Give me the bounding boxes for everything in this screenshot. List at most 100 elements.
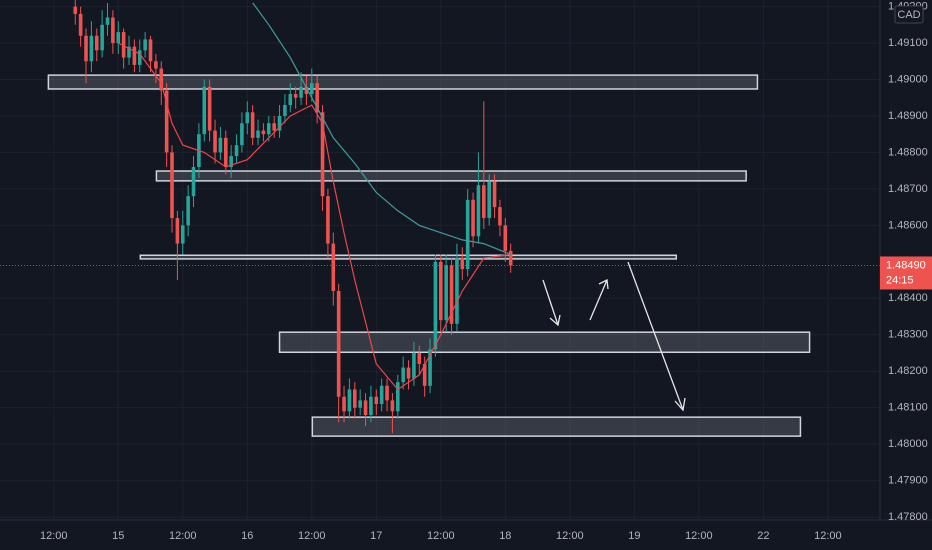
candle-body: [428, 349, 432, 386]
plot: [0, 0, 880, 434]
y-tick-label: 1.48900: [888, 110, 928, 122]
arrows: [542, 261, 686, 412]
y-tick-label: 1.48300: [888, 329, 928, 341]
candle-body: [137, 50, 142, 65]
time-axis: [0, 520, 932, 550]
arrow: [627, 261, 684, 411]
x-tick-label: 15: [112, 530, 124, 542]
candle-body: [78, 13, 83, 36]
candle-body: [73, 6, 78, 14]
x-tick-label: 18: [499, 530, 511, 542]
y-tick-label: 1.48100: [888, 402, 928, 414]
candle-body: [121, 32, 126, 58]
y-tick-label: 1.49100: [888, 37, 928, 49]
candle-body: [433, 261, 438, 350]
x-tick-label: 12:00: [814, 530, 842, 542]
y-tick-label: 1.48800: [888, 146, 928, 158]
candle-body: [223, 137, 228, 168]
y-tick-label: 1.49000: [888, 73, 928, 85]
price-zone: [139, 254, 678, 260]
x-tick-label: 19: [628, 530, 640, 542]
candle-body: [272, 123, 276, 131]
candle-body: [476, 185, 481, 237]
candle-body: [207, 86, 212, 131]
price-zone: [311, 416, 802, 437]
candle-body: [498, 207, 502, 226]
candle-body: [266, 123, 271, 135]
candle-body: [288, 94, 293, 106]
y-tick-label: 1.48400: [888, 292, 928, 304]
candle-body: [170, 152, 174, 219]
candle-body: [396, 382, 400, 412]
candle-body: [277, 115, 282, 131]
moving-average: [118, 42, 511, 391]
price-zone: [278, 331, 811, 354]
last-price-label: 1.48490: [886, 259, 926, 271]
candle-body: [503, 225, 508, 251]
candle-body: [250, 112, 255, 138]
candle-body: [293, 94, 298, 98]
candle-body: [390, 400, 395, 412]
candle-body: [374, 396, 379, 405]
candle-body: [159, 68, 164, 91]
candle-body: [444, 265, 448, 321]
candle-body: [336, 290, 341, 397]
candle-body: [105, 17, 110, 25]
candle-body: [94, 35, 99, 51]
candle-body: [191, 167, 196, 197]
x-tick-label: 12:00: [427, 530, 455, 542]
candle-body: [471, 199, 475, 237]
candle-body: [363, 400, 368, 415]
candle-body: [256, 130, 260, 138]
candle-body: [84, 35, 88, 62]
y-tick-label: 1.47900: [888, 475, 928, 487]
candle-body: [379, 385, 384, 405]
arrow-head: [549, 314, 561, 327]
moving-average: [252, 2, 511, 256]
candle-body: [132, 46, 137, 65]
candle-body: [304, 86, 309, 95]
candle-body: [180, 225, 185, 244]
candle-body: [116, 32, 121, 44]
arrow-head: [598, 279, 609, 290]
candle-body: [154, 61, 158, 69]
candle-body: [455, 258, 459, 324]
candle-body: [417, 352, 422, 364]
y-tick-label: 1.48200: [888, 365, 928, 377]
x-tick-label: 17: [370, 530, 382, 542]
candle-body: [100, 24, 104, 51]
candle-body: [352, 389, 357, 408]
candle-body: [492, 181, 497, 208]
candle-body: [508, 250, 513, 266]
candle-body: [283, 105, 287, 116]
candle-body: [406, 367, 411, 379]
candle-body: [487, 181, 491, 219]
candle-body: [309, 83, 314, 95]
countdown: 24:15: [886, 274, 914, 286]
currency: CAD: [897, 9, 920, 21]
candle-body: [261, 130, 266, 135]
x-tick-label: 16: [241, 530, 253, 542]
candle-body: [202, 86, 207, 135]
candle-body: [465, 199, 470, 270]
x-tick-label: 12:00: [298, 530, 326, 542]
x-tick-label: 22: [757, 530, 769, 542]
candle-body: [111, 17, 115, 44]
candle-body: [127, 46, 131, 58]
candle-body: [218, 137, 223, 153]
arrow: [589, 279, 608, 321]
candle-body: [326, 196, 330, 244]
x-tick-label: 12:00: [169, 530, 197, 542]
candle-body: [229, 156, 233, 168]
candle-body: [460, 258, 465, 270]
candle-body: [422, 363, 427, 386]
candle-body: [331, 243, 336, 291]
arrow-head: [674, 397, 686, 412]
candle-body: [347, 389, 352, 412]
candle-body: [342, 396, 346, 412]
arrow: [542, 279, 559, 326]
candle-body: [315, 83, 319, 113]
y-tick-label: 1.48700: [888, 183, 928, 195]
